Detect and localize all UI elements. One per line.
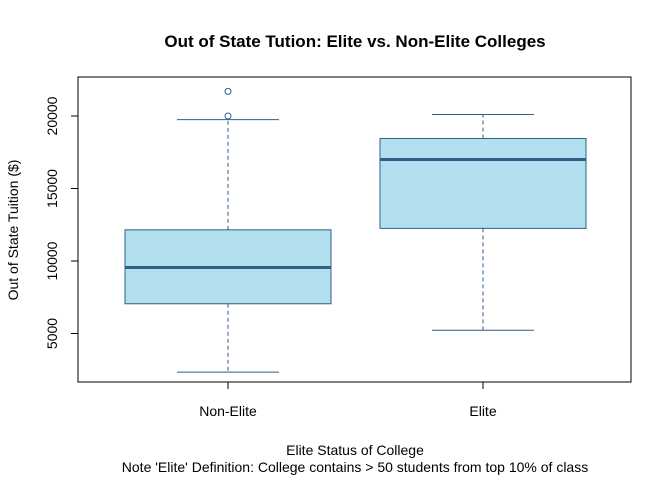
box-elite: [379, 114, 587, 331]
y-tick-label-20000: 20000: [44, 96, 60, 135]
x-tick-label-non-elite: Non-Elite: [199, 403, 257, 419]
outlier-non-elite-0: [224, 112, 232, 120]
y-axis-label: Out of State Tuition ($): [5, 160, 21, 301]
boxes-group: [124, 87, 587, 373]
y-tick-label-10000: 10000: [44, 241, 60, 280]
y-axis: 5000 10000 15000 20000: [44, 96, 79, 349]
iqr-box-elite: [379, 137, 587, 229]
outlier-non-elite-1: [224, 87, 232, 95]
y-tick-label-5000: 5000: [44, 318, 60, 349]
x-axis-label: Elite Status of College: [286, 442, 424, 458]
y-tick-label-15000: 15000: [44, 169, 60, 208]
x-tick-label-elite: Elite: [469, 403, 496, 419]
box-non-elite: [124, 87, 332, 373]
x-axis: Non-Elite Elite: [199, 381, 497, 419]
definition-note: Note 'Elite' Definition: College contain…: [122, 459, 588, 475]
chart-title: Out of State Tution: Elite vs. Non-Elite…: [164, 32, 545, 51]
